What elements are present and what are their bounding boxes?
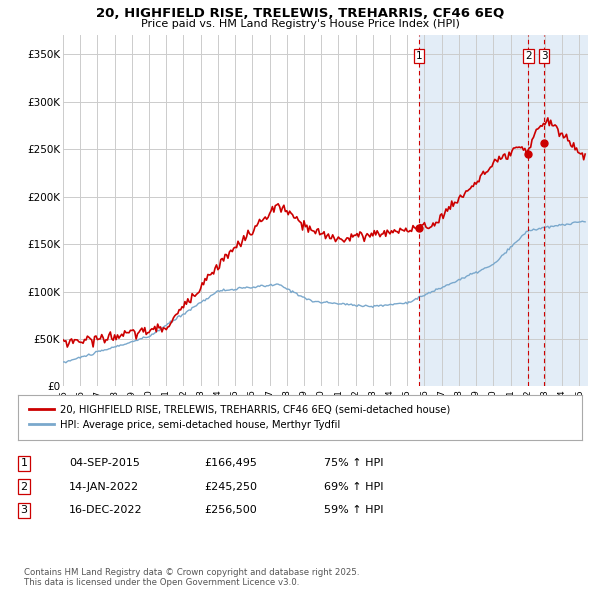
Text: 59% ↑ HPI: 59% ↑ HPI bbox=[324, 506, 383, 515]
Legend: 20, HIGHFIELD RISE, TRELEWIS, TREHARRIS, CF46 6EQ (semi-detached house), HPI: Av: 20, HIGHFIELD RISE, TRELEWIS, TREHARRIS,… bbox=[29, 405, 450, 430]
Text: £245,250: £245,250 bbox=[204, 482, 257, 491]
Text: £256,500: £256,500 bbox=[204, 506, 257, 515]
Text: £166,495: £166,495 bbox=[204, 458, 257, 468]
Text: Price paid vs. HM Land Registry's House Price Index (HPI): Price paid vs. HM Land Registry's House … bbox=[140, 19, 460, 29]
Text: 75% ↑ HPI: 75% ↑ HPI bbox=[324, 458, 383, 468]
Text: 2: 2 bbox=[525, 51, 532, 61]
Text: 1: 1 bbox=[415, 51, 422, 61]
Text: 16-DEC-2022: 16-DEC-2022 bbox=[69, 506, 143, 515]
Text: 20, HIGHFIELD RISE, TRELEWIS, TREHARRIS, CF46 6EQ: 20, HIGHFIELD RISE, TRELEWIS, TREHARRIS,… bbox=[96, 7, 504, 20]
Text: 3: 3 bbox=[541, 51, 548, 61]
Text: Contains HM Land Registry data © Crown copyright and database right 2025.
This d: Contains HM Land Registry data © Crown c… bbox=[24, 568, 359, 587]
Text: 14-JAN-2022: 14-JAN-2022 bbox=[69, 482, 139, 491]
Text: 1: 1 bbox=[20, 458, 28, 468]
Text: 69% ↑ HPI: 69% ↑ HPI bbox=[324, 482, 383, 491]
Text: 04-SEP-2015: 04-SEP-2015 bbox=[69, 458, 140, 468]
Text: 2: 2 bbox=[20, 482, 28, 491]
Bar bbox=[419, 35, 588, 386]
Text: 3: 3 bbox=[20, 506, 28, 515]
